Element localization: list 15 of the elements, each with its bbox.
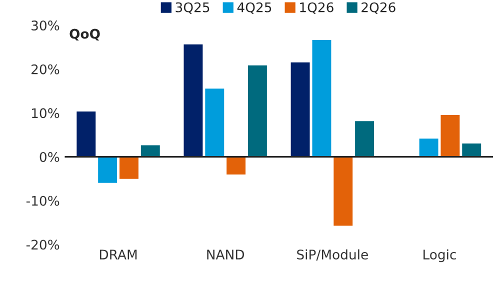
y-tick-label: 20%: [32, 64, 60, 74]
y-tick-label: 10%: [32, 108, 60, 118]
legend-label: 4Q25: [237, 2, 272, 14]
legend-label: 1Q26: [300, 2, 334, 14]
x-tick-label: NAND: [207, 250, 244, 260]
x-tick-label: Logic: [424, 249, 456, 262]
legend-label: 3Q25: [176, 2, 210, 14]
x-tick-label: DRAM: [100, 250, 137, 260]
y-tick-label: 0%: [40, 152, 60, 162]
y-axis-title: QoQ: [70, 28, 100, 41]
x-tick-label: SiP/Module: [297, 249, 368, 261]
y-tick-label: -20%: [26, 240, 60, 250]
legend-label: 2Q26: [362, 2, 396, 14]
y-tick-label: -10%: [26, 196, 60, 206]
y-tick-label: 30%: [32, 20, 60, 30]
